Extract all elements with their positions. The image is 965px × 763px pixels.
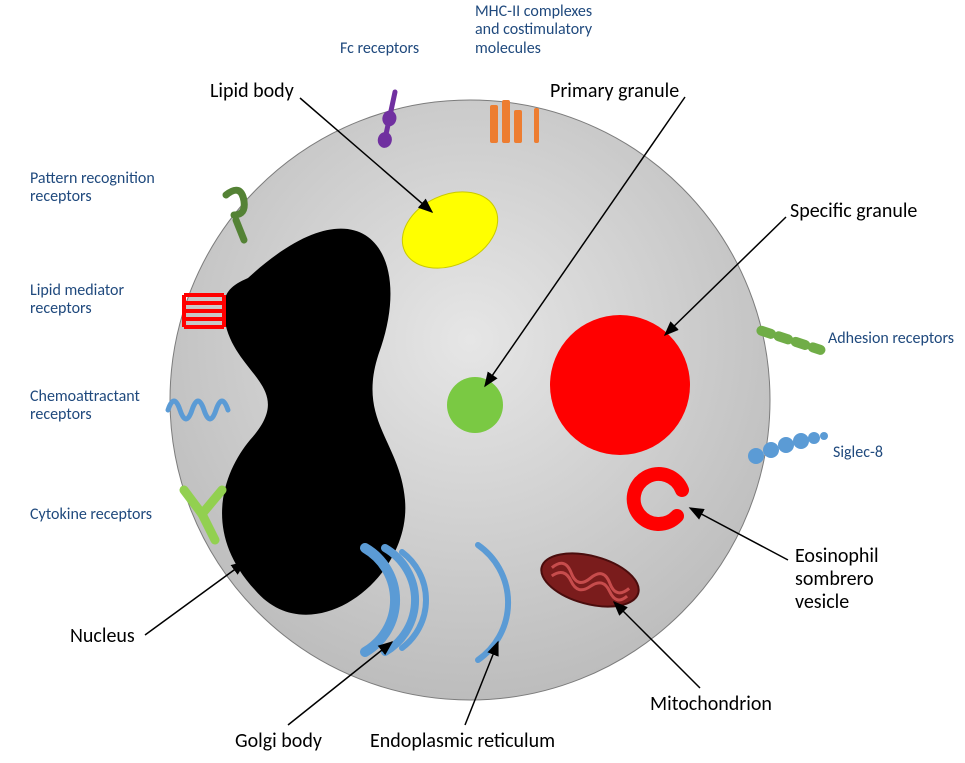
adhesion-receptor-icon xyxy=(761,331,820,350)
lipid-mediator-receptor-icon xyxy=(184,295,224,327)
fc-label: Fc receptors xyxy=(340,40,419,58)
mito-label: Mitochondrion xyxy=(650,693,772,716)
golgi-label: Golgi body xyxy=(235,730,322,753)
er-shape xyxy=(478,545,508,660)
lipid-body-label: Lipid body xyxy=(210,80,294,103)
sombrero-vesicle-shape xyxy=(634,474,682,524)
primary-granule-shape xyxy=(447,377,503,433)
mitochondrion-shape xyxy=(535,544,644,616)
arrow-lines xyxy=(145,97,788,725)
er-label: Endoplasmic reticulum xyxy=(370,730,555,753)
lipid-body-shape xyxy=(390,177,510,283)
golgi-body-shape xyxy=(365,548,426,652)
siglec8-label: Siglec-8 xyxy=(833,444,883,462)
specific-granule-label: Specific granule xyxy=(790,200,917,223)
primary-granule-label: Primary granule xyxy=(550,80,679,103)
mhcii-icon xyxy=(490,100,539,143)
lipid-mediator-label: Lipid mediator receptors xyxy=(30,282,124,319)
pattern-receptor-icon xyxy=(226,190,244,215)
chemoattractant-receptor-icon xyxy=(168,401,228,419)
nucleus-label: Nucleus xyxy=(70,625,135,648)
siglec8-icon xyxy=(748,432,828,464)
chemoattractant-label: Chemoattractant receptors xyxy=(30,388,140,425)
specific-granule-shape xyxy=(550,315,690,455)
nucleus-shape xyxy=(222,229,405,615)
sombrero-label: Eosinophil sombrero vesicle xyxy=(795,545,879,614)
cytokine-receptor-icon xyxy=(184,490,222,540)
adhesion-label: Adhesion receptors xyxy=(828,330,954,348)
cell-body xyxy=(170,100,770,700)
mhcii-label: MHC-II complexes and costimulatory molec… xyxy=(475,3,592,58)
pattern-label: Pattern recognition receptors xyxy=(30,170,155,207)
fc-receptor-icon xyxy=(376,91,402,150)
cytokine-label: Cytokine receptors xyxy=(30,506,152,524)
